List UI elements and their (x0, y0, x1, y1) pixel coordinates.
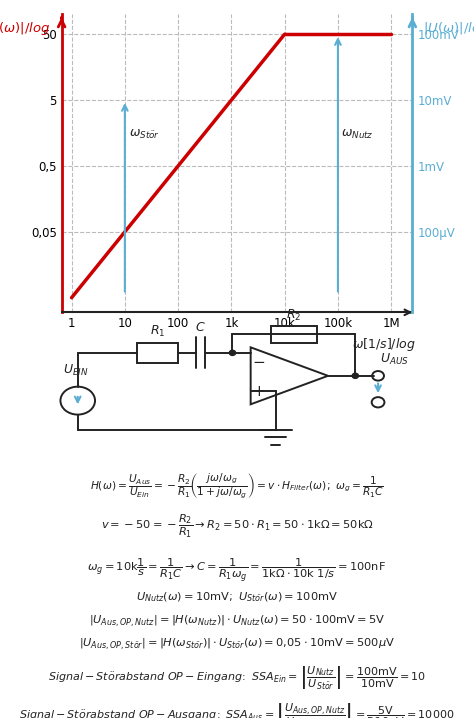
Text: $\left|U_{Aus,OP,St\ddot{o}r}\right| = |H(\omega_{St\ddot{o}r})| \cdot U_{St\ddo: $\left|U_{Aus,OP,St\ddot{o}r}\right| = |… (79, 637, 395, 652)
Text: $U_{EIN}$: $U_{EIN}$ (63, 363, 88, 378)
Text: $Signal - St\ddot{o}rabstand\ OP - Eingang\!:\ SSA_{Ein} = \left|\dfrac{U_{Nutz}: $Signal - St\ddot{o}rabstand\ OP - Einga… (48, 666, 426, 692)
Text: $|U(\omega)|/log$: $|U(\omega)|/log$ (423, 20, 474, 37)
Circle shape (352, 373, 358, 378)
Text: $H(\omega) = \dfrac{U_{Aus}}{U_{Ein}} = -\dfrac{R_2}{R_1}\!\left(\dfrac{j\omega/: $H(\omega) = \dfrac{U_{Aus}}{U_{Ein}} = … (90, 471, 384, 501)
Text: $v = -50 = -\dfrac{R_2}{R_1} \rightarrow R_2 = 50 \cdot R_1 = 50 \cdot 1\mathrm{: $v = -50 = -\dfrac{R_2}{R_1} \rightarrow… (100, 513, 374, 539)
Text: $R_2$: $R_2$ (286, 308, 301, 323)
Text: $\omega[1/s]/log$: $\omega[1/s]/log$ (352, 336, 416, 353)
Text: $U_{AUS}$: $U_{AUS}$ (380, 352, 409, 367)
Text: $\omega_{St\ddot{o}r}$: $\omega_{St\ddot{o}r}$ (129, 128, 160, 141)
Text: $\left|U_{Aus,OP,Nutz}\right| = |H(\omega_{Nutz})| \cdot U_{Nutz}(\omega) = 50 \: $\left|U_{Aus,OP,Nutz}\right| = |H(\omeg… (89, 614, 385, 629)
Bar (271, 326, 317, 342)
Text: $R_1$: $R_1$ (150, 324, 165, 339)
Bar (137, 343, 178, 363)
Text: $|H(\omega)|/log$: $|H(\omega)|/log$ (0, 20, 51, 37)
Circle shape (229, 350, 236, 355)
Text: $Signal - St\ddot{o}rabstand\ OP - Ausgang\!:\ SSA_{Aus} = \left|\dfrac{U_{Aus,O: $Signal - St\ddot{o}rabstand\ OP - Ausga… (19, 701, 455, 718)
Text: $U_{Nutz}(\omega) = 10\mathrm{mV};\ U_{St\ddot{o}r}(\omega) = 100\mathrm{mV}$: $U_{Nutz}(\omega) = 10\mathrm{mV};\ U_{S… (136, 591, 338, 605)
Text: $C$: $C$ (195, 321, 206, 334)
Text: $\omega_g = 10\mathrm{k}\dfrac{1}{s} = \dfrac{1}{R_1 C} \rightarrow C = \dfrac{1: $\omega_g = 10\mathrm{k}\dfrac{1}{s} = \… (88, 556, 386, 584)
Text: $-$: $-$ (252, 353, 265, 368)
Text: $\omega_{Nutz}$: $\omega_{Nutz}$ (341, 128, 374, 141)
Text: $+$: $+$ (252, 384, 265, 399)
